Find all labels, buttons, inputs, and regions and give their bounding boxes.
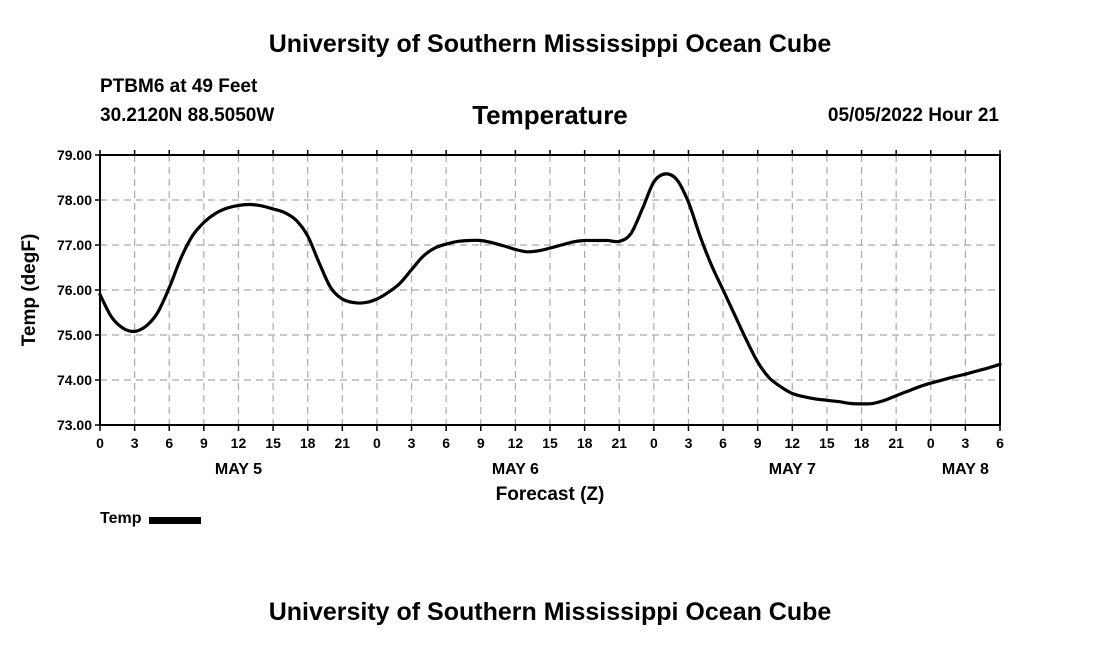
x-tick-label: 9 — [200, 435, 208, 451]
day-label: MAY 8 — [942, 461, 989, 478]
page-title: University of Southern Mississippi Ocean… — [268, 30, 832, 58]
x-tick-label: 3 — [685, 435, 693, 451]
x-tick-label: 3 — [961, 435, 969, 451]
x-tick-label: 15 — [819, 435, 835, 451]
station-coordinates: 30.2120N 88.5050W — [100, 105, 275, 126]
x-tick-label: 0 — [373, 435, 381, 451]
x-tick-label: 12 — [231, 435, 247, 451]
x-tick-label: 6 — [996, 435, 1004, 451]
x-tick-label: 3 — [408, 435, 416, 451]
x-tick-label: 18 — [854, 435, 870, 451]
x-tick-label: 21 — [335, 435, 351, 451]
x-tick-label: 15 — [265, 435, 281, 451]
y-tick-label: 73.00 — [57, 417, 92, 433]
axes: 73.00 74.00 75.00 76.00 77.00 78.00 79.00 0 3 6 9 1… — [57, 147, 1004, 478]
y-tick-label: 78.00 — [57, 192, 92, 208]
x-tick-label: 0 — [650, 435, 658, 451]
x-tick-label: 21 — [611, 435, 627, 451]
x-tick-label: 6 — [165, 435, 173, 451]
grid — [100, 154, 1000, 425]
legend-line-swatch — [149, 516, 202, 524]
y-tick-label: 75.00 — [57, 327, 92, 343]
day-label: MAY 6 — [492, 461, 539, 478]
legend-label: Temp — [100, 510, 142, 527]
x-tick-label: 12 — [508, 435, 524, 451]
x-axis-label: Forecast (Z) — [496, 484, 605, 505]
temp-series-line — [98, 172, 1002, 406]
x-tick-label: 0 — [927, 435, 935, 451]
y-tick-label: 77.00 — [57, 237, 92, 253]
x-tick-label: 0 — [96, 435, 104, 451]
footer-title: University of Southern Mississippi Ocean… — [268, 598, 832, 626]
y-tick-label: 74.00 — [57, 372, 92, 388]
x-tick-label: 21 — [888, 435, 904, 451]
y-tick-label: 79.00 — [57, 147, 92, 163]
x-tick-label: 18 — [300, 435, 316, 451]
x-tick-label: 18 — [577, 435, 593, 451]
day-label: MAY 7 — [769, 461, 816, 478]
x-tick-label: 9 — [754, 435, 762, 451]
forecast-date: 05/05/2022 Hour 21 — [827, 105, 999, 126]
x-tick-label: 15 — [542, 435, 558, 451]
x-tick-label: 6 — [719, 435, 727, 451]
x-tick-label: 3 — [131, 435, 139, 451]
y-tick-label: 76.00 — [57, 282, 92, 298]
x-tick-label: 9 — [477, 435, 485, 451]
day-label: MAY 5 — [215, 461, 262, 478]
chart-title: Temperature — [472, 100, 628, 130]
y-axis-label: Temp (degF) — [19, 234, 40, 347]
legend: Temp — [100, 510, 202, 528]
x-tick-label: 12 — [785, 435, 801, 451]
station-label: PTBM6 at 49 Feet — [100, 76, 258, 97]
x-tick-label: 6 — [442, 435, 450, 451]
